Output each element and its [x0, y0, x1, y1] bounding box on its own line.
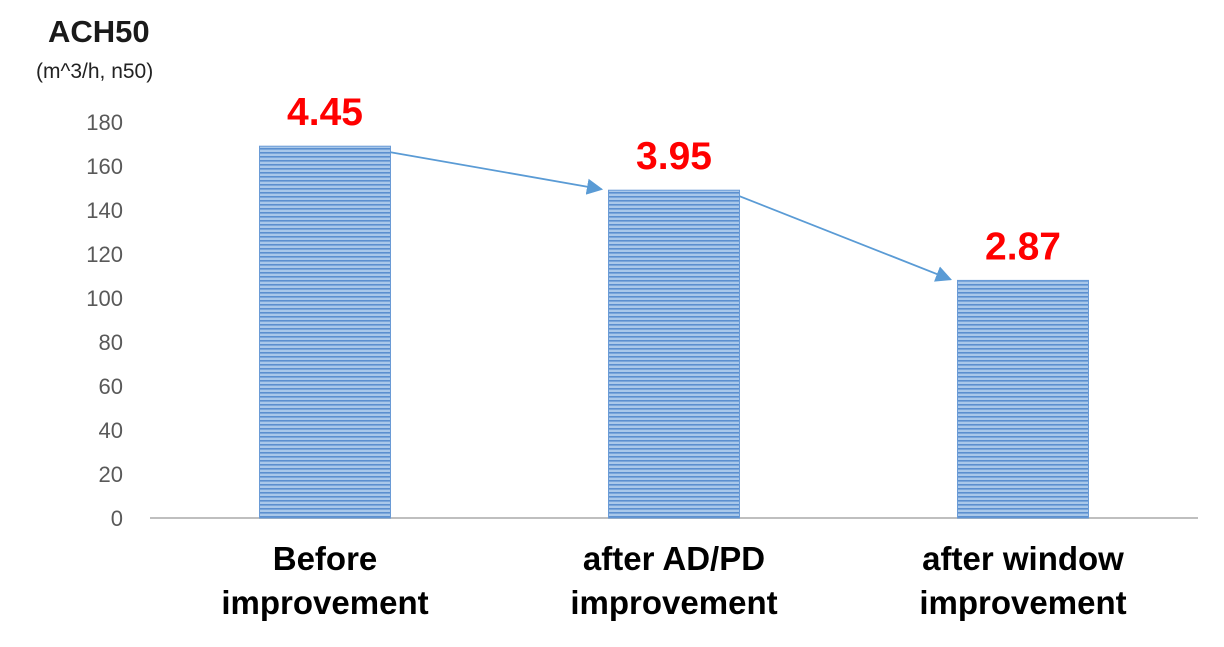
- data-label: 3.95: [636, 135, 712, 178]
- y-tick-label: 80: [99, 330, 123, 355]
- data-label: 2.87: [985, 225, 1061, 268]
- y-tick-label: 60: [99, 374, 123, 399]
- category-label: Before: [273, 540, 378, 577]
- y-tick-label: 140: [86, 198, 123, 223]
- bar: [608, 189, 740, 519]
- y-tick-label: 120: [86, 242, 123, 267]
- y-axis-unit: (m^3/h, n50): [36, 60, 154, 83]
- category-label: after AD/PD: [583, 540, 765, 577]
- y-tick-label: 40: [99, 418, 123, 443]
- bar: [957, 279, 1089, 519]
- trend-arrow: [390, 151, 604, 195]
- trend-arrow: [739, 195, 953, 282]
- data-label: 4.45: [287, 91, 363, 134]
- category-label: after window: [922, 540, 1124, 577]
- category-label: improvement: [221, 584, 428, 621]
- y-tick-label: 160: [86, 154, 123, 179]
- category-label: improvement: [919, 584, 1126, 621]
- y-tick-label: 0: [111, 506, 123, 531]
- category-label: improvement: [570, 584, 777, 621]
- y-tick-label: 100: [86, 286, 123, 311]
- bar: [259, 145, 391, 519]
- y-tick-label: 20: [99, 462, 123, 487]
- y-axis-title: ACH50: [48, 14, 150, 49]
- y-tick-label: 180: [86, 110, 123, 135]
